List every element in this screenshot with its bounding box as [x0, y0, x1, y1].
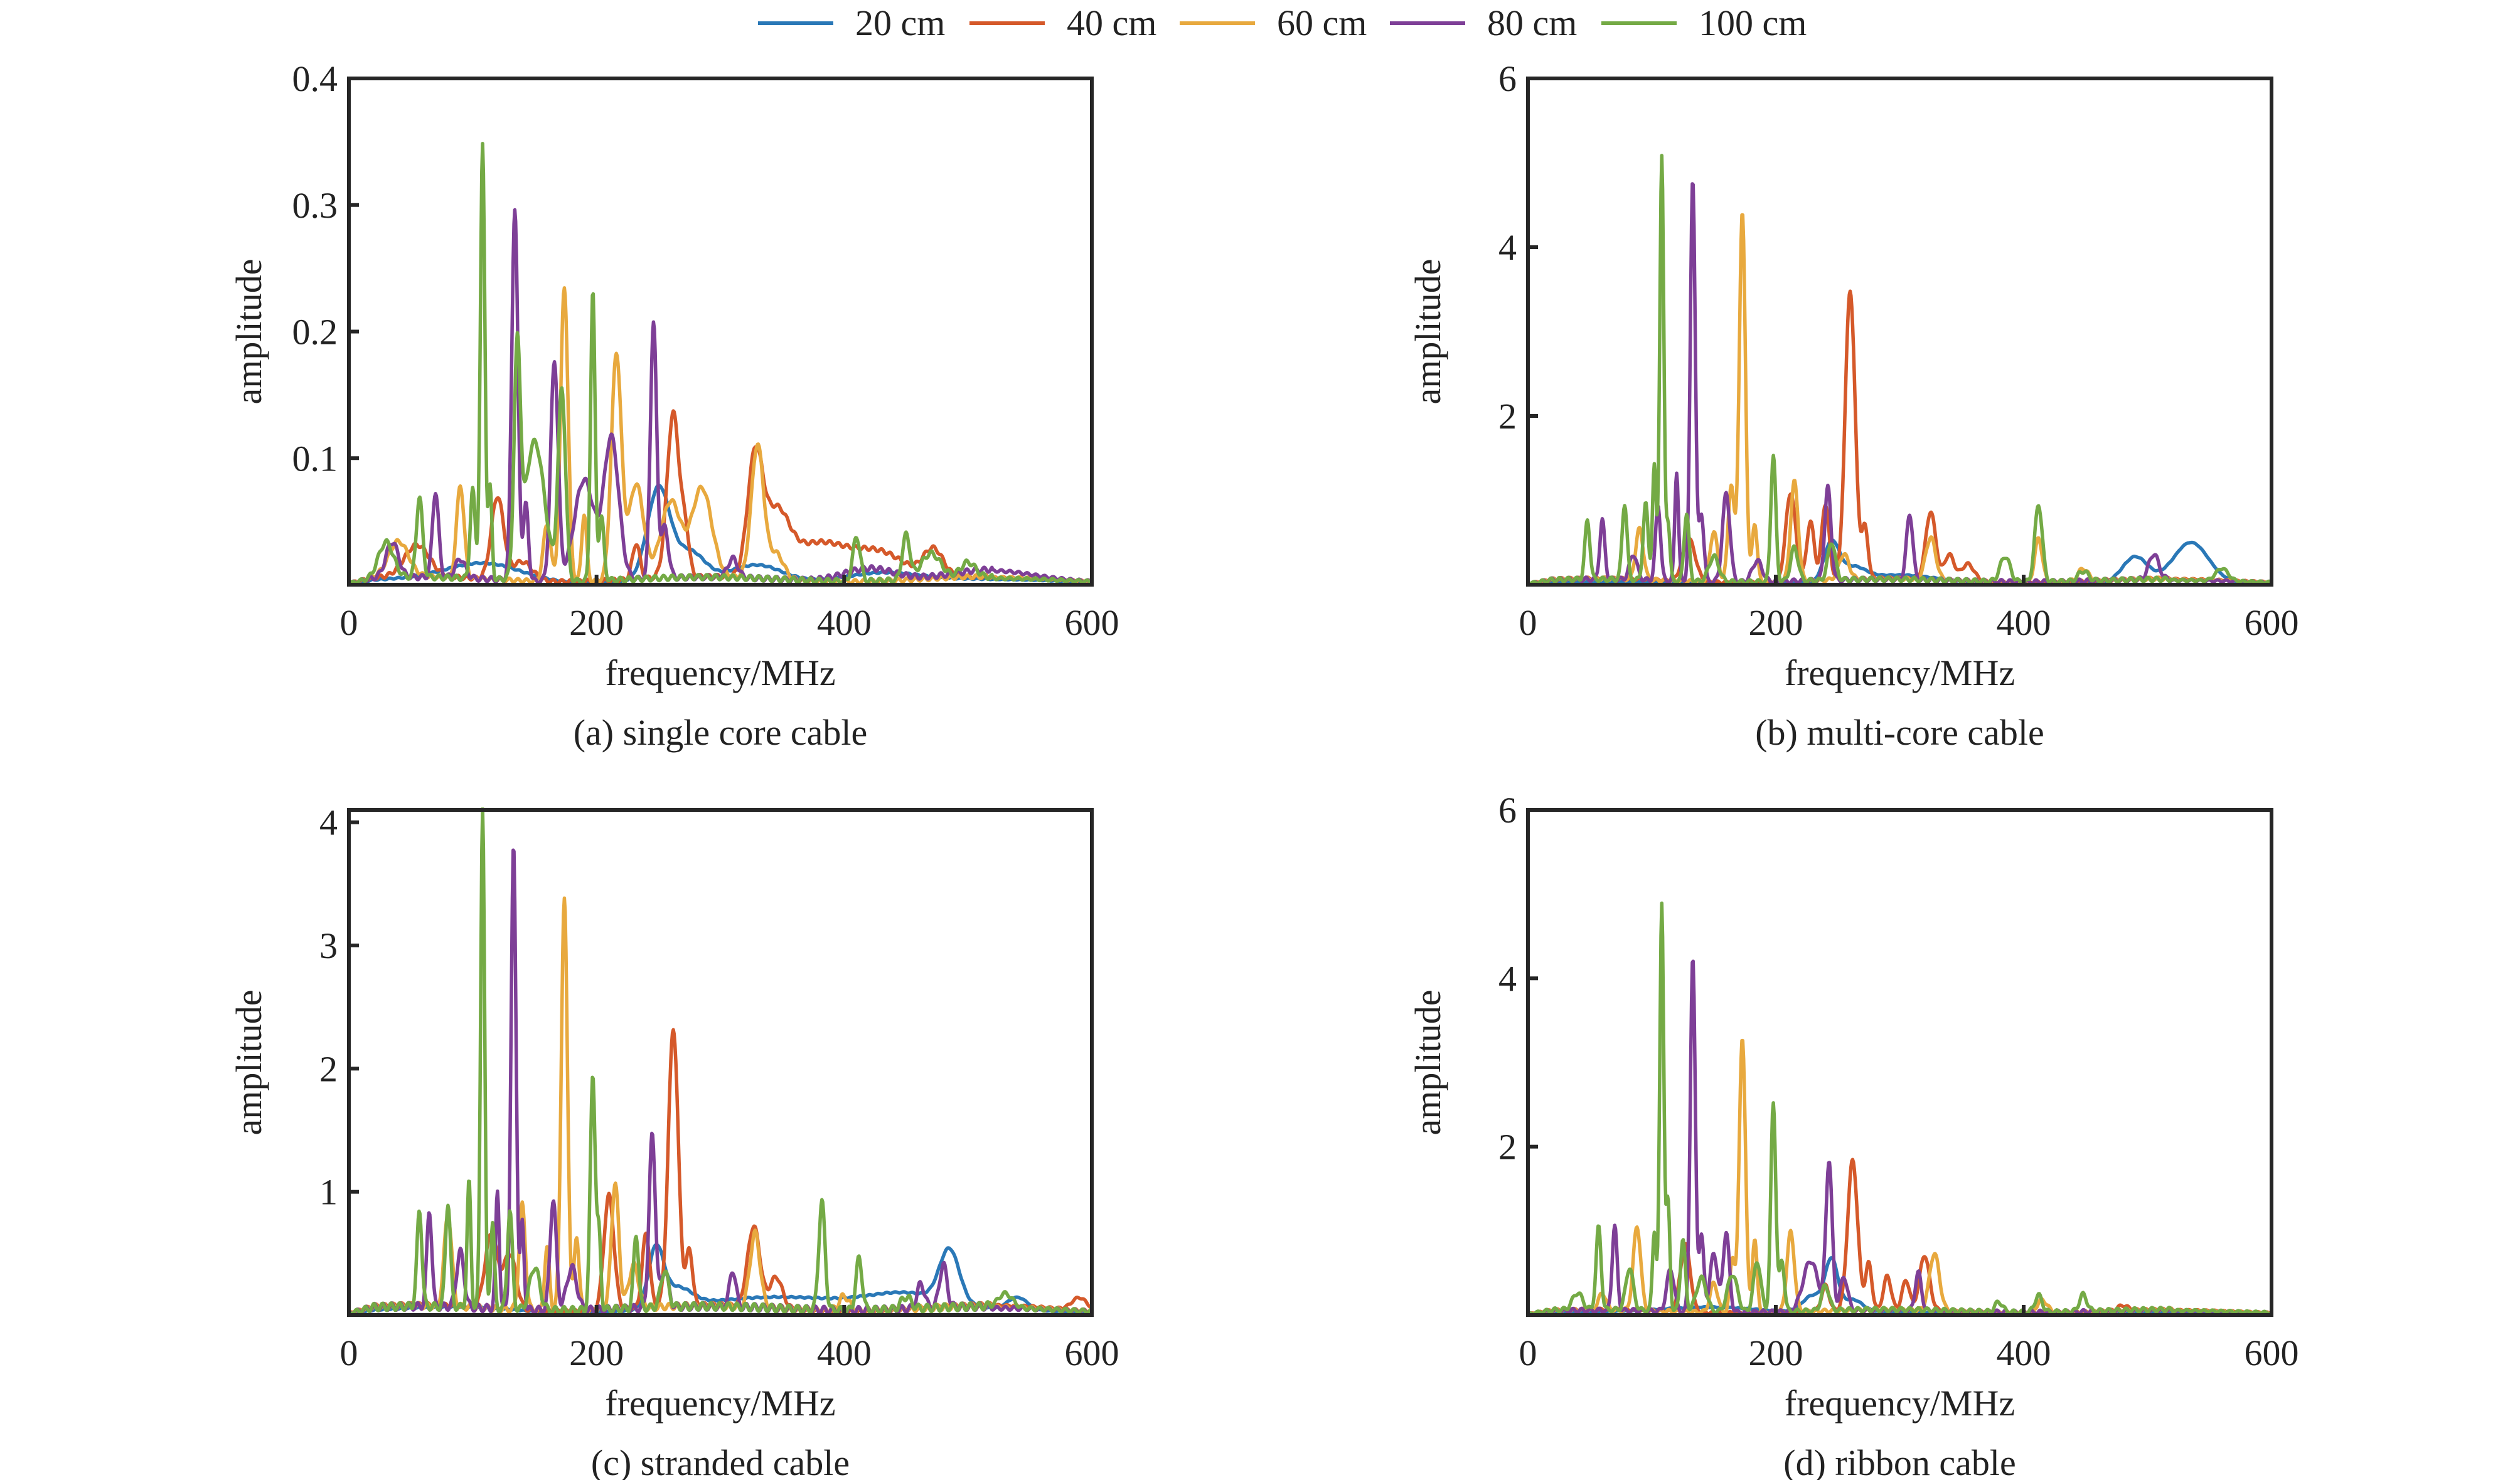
- legend-label: 20 cm: [855, 3, 945, 43]
- y-tick-label: 0.3: [292, 185, 338, 226]
- x-tick-label: 400: [1997, 602, 2051, 643]
- legend-label: 80 cm: [1487, 3, 1577, 43]
- series-line-40cm: [349, 1028, 1092, 1315]
- legend-label: 40 cm: [1067, 3, 1156, 43]
- y-axis-label: amplitude: [1407, 990, 1448, 1136]
- legend-item: 60 cm: [1180, 3, 1367, 43]
- y-axis-label: amplitude: [228, 990, 269, 1136]
- y-tick-label: 4: [1498, 227, 1517, 268]
- panel-caption: (c) stranded cable: [591, 1442, 850, 1480]
- x-tick-label: 200: [569, 1333, 624, 1373]
- x-tick-label: 200: [1749, 602, 1803, 643]
- x-tick-label: 0: [1519, 602, 1537, 643]
- y-tick-label: 0.4: [292, 58, 338, 99]
- axis-box: [1526, 77, 2273, 587]
- series-line-100cm: [349, 807, 1092, 1315]
- y-tick-label: 1: [319, 1172, 338, 1213]
- legend-label: 100 cm: [1699, 3, 1807, 43]
- panel-caption: (b) multi-core cable: [1755, 712, 2044, 753]
- x-tick-label: 0: [340, 1333, 358, 1373]
- series-line-60cm: [349, 286, 1092, 585]
- plot-area: [1528, 901, 2272, 1315]
- y-axis-label: amplitude: [1407, 259, 1448, 405]
- legend-item: 20 cm: [758, 3, 945, 43]
- x-tick-label: 600: [2245, 602, 2299, 643]
- legend-item: 40 cm: [969, 3, 1156, 43]
- series-line-60cm: [1528, 1038, 2272, 1315]
- x-axis-label: frequency/MHz: [1785, 1383, 2015, 1424]
- x-tick-label: 400: [817, 1333, 872, 1373]
- plot-area: [349, 142, 1092, 585]
- series-line-40cm: [1528, 289, 2272, 585]
- axis-box: [347, 77, 1094, 587]
- x-axis-label: frequency/MHz: [605, 1383, 835, 1424]
- legend: 20 cm 40 cm 60 cm 80 cm 100 cm: [758, 3, 1807, 43]
- x-tick-label: 600: [1065, 602, 1119, 643]
- y-axis-label: amplitude: [228, 259, 269, 405]
- x-tick-label: 400: [1997, 1333, 2051, 1373]
- y-tick-label: 0.1: [292, 438, 338, 479]
- plot-area: [1528, 154, 2272, 585]
- legend-item: 80 cm: [1390, 3, 1577, 43]
- series-line-80cm: [349, 848, 1092, 1315]
- y-tick-label: 0.2: [292, 312, 338, 353]
- series-line-80cm: [349, 208, 1092, 585]
- x-tick-label: 200: [569, 602, 624, 643]
- series-line-100cm: [1528, 154, 2272, 585]
- panel-b: 2 4 6 0 200 400 600 frequency/MHz amplitude (b) m…: [1407, 58, 2299, 753]
- panel-a: 0.1 0.2 0.3 0.4 0 200 400 600 frequency/MHz ampli…: [228, 58, 1119, 753]
- plot-area: [349, 807, 1092, 1315]
- series-line-20cm: [349, 483, 1092, 585]
- y-tick-label: 2: [1498, 1127, 1517, 1168]
- panel-caption: (d) ribbon cable: [1783, 1442, 2015, 1480]
- x-tick-label: 600: [2245, 1333, 2299, 1373]
- y-tick-label: 2: [319, 1048, 338, 1089]
- x-axis-label: frequency/MHz: [605, 652, 835, 693]
- x-tick-label: 0: [1519, 1333, 1537, 1373]
- series-line-60cm: [1528, 213, 2272, 585]
- x-tick-label: 400: [817, 602, 872, 643]
- series-line-100cm: [349, 142, 1092, 585]
- x-axis-label: frequency/MHz: [1785, 652, 2015, 693]
- x-tick-label: 600: [1065, 1333, 1119, 1373]
- panels: 0.10.20.30.40 200 400 600frequency/MHzampli…: [228, 58, 2299, 1480]
- x-tick-label: 200: [1749, 1333, 1803, 1373]
- y-tick-label: 3: [319, 925, 338, 966]
- y-tick-label: 4: [1498, 958, 1517, 999]
- y-tick-label: 6: [1498, 790, 1517, 831]
- legend-label: 60 cm: [1277, 3, 1367, 43]
- y-tick-label: 4: [319, 802, 338, 843]
- series-line-80cm: [1528, 182, 2272, 585]
- series-line-100cm: [1528, 901, 2272, 1315]
- panel-caption: (a) single core cable: [574, 712, 868, 753]
- panel-d: 2 4 6 0 200 400 600 frequency/MHz amplitude (d) r…: [1407, 790, 2299, 1480]
- axis-box: [347, 808, 1094, 1317]
- panel-c: 1 2 3 4 0 200 400 600 frequency/MHz amplitude (c) …: [228, 802, 1119, 1480]
- axis-box: [1526, 808, 2273, 1317]
- y-tick-label: 6: [1498, 58, 1517, 99]
- x-tick-label: 0: [340, 602, 358, 643]
- y-tick-label: 2: [1498, 396, 1517, 437]
- legend-item: 100 cm: [1601, 3, 1807, 43]
